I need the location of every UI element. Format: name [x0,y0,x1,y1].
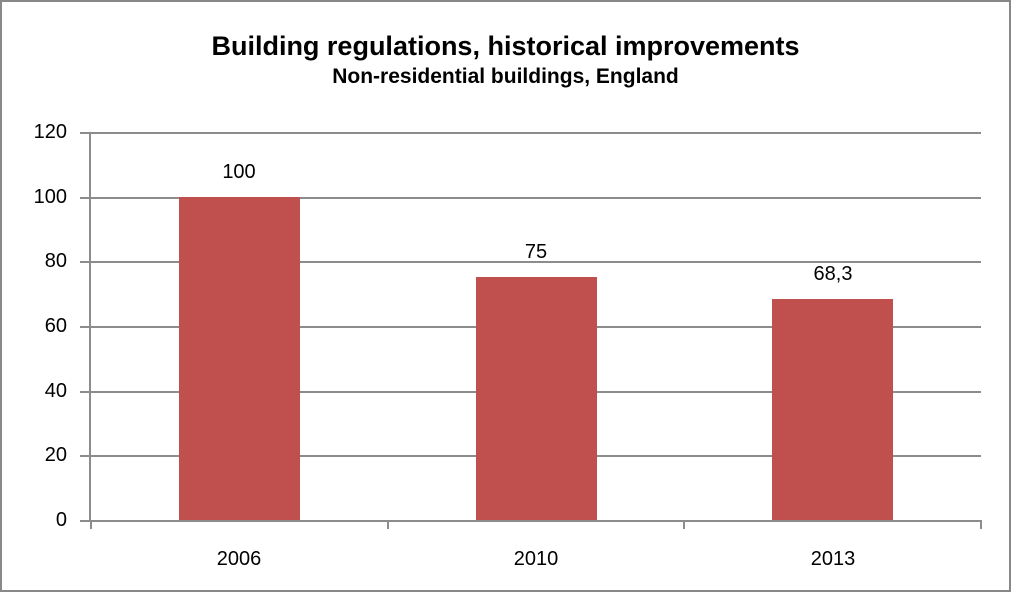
bar-value-label: 75 [524,241,548,263]
y-axis-tick [80,132,89,134]
chart-subtitle: Non-residential buildings, England [332,65,679,88]
y-axis-tick-label: 60 [44,315,67,337]
plot-area: 0 20 40 60 80 100 120 100 75 68,3 2006 2010 2013 [34,121,982,570]
gridline [91,197,981,199]
y-axis-tick [80,261,89,263]
y-axis-tick-label: 100 [33,186,67,208]
x-category-label: 2006 [216,548,262,570]
chart-title: Building regulations, historical improve… [211,31,800,61]
y-axis-tick [80,326,89,328]
y-axis-tick-label: 80 [44,250,67,272]
bar-2010 [476,277,597,520]
y-axis-tick [80,455,89,457]
y-axis-tick [80,520,89,522]
x-axis-tick [387,520,389,529]
x-category-label: 2010 [513,548,559,570]
bar-value-label: 100 [222,161,256,183]
x-axis-tick [683,520,685,529]
gridline [91,261,981,263]
y-axis-tick [80,391,89,393]
x-axis-tick [90,520,92,529]
y-axis-tick [80,197,89,199]
y-axis-tick-label: 0 [55,509,67,531]
bar-2006 [179,197,300,520]
bar-value-label: 68,3 [813,263,853,285]
y-axis-tick-label: 20 [44,444,67,466]
x-category-label: 2013 [810,548,856,570]
bar-2013 [772,299,893,520]
y-axis-tick-label: 120 [33,121,67,143]
y-axis-tick-label: 40 [44,380,67,402]
gridline [91,132,981,134]
x-axis-tick [980,520,982,529]
